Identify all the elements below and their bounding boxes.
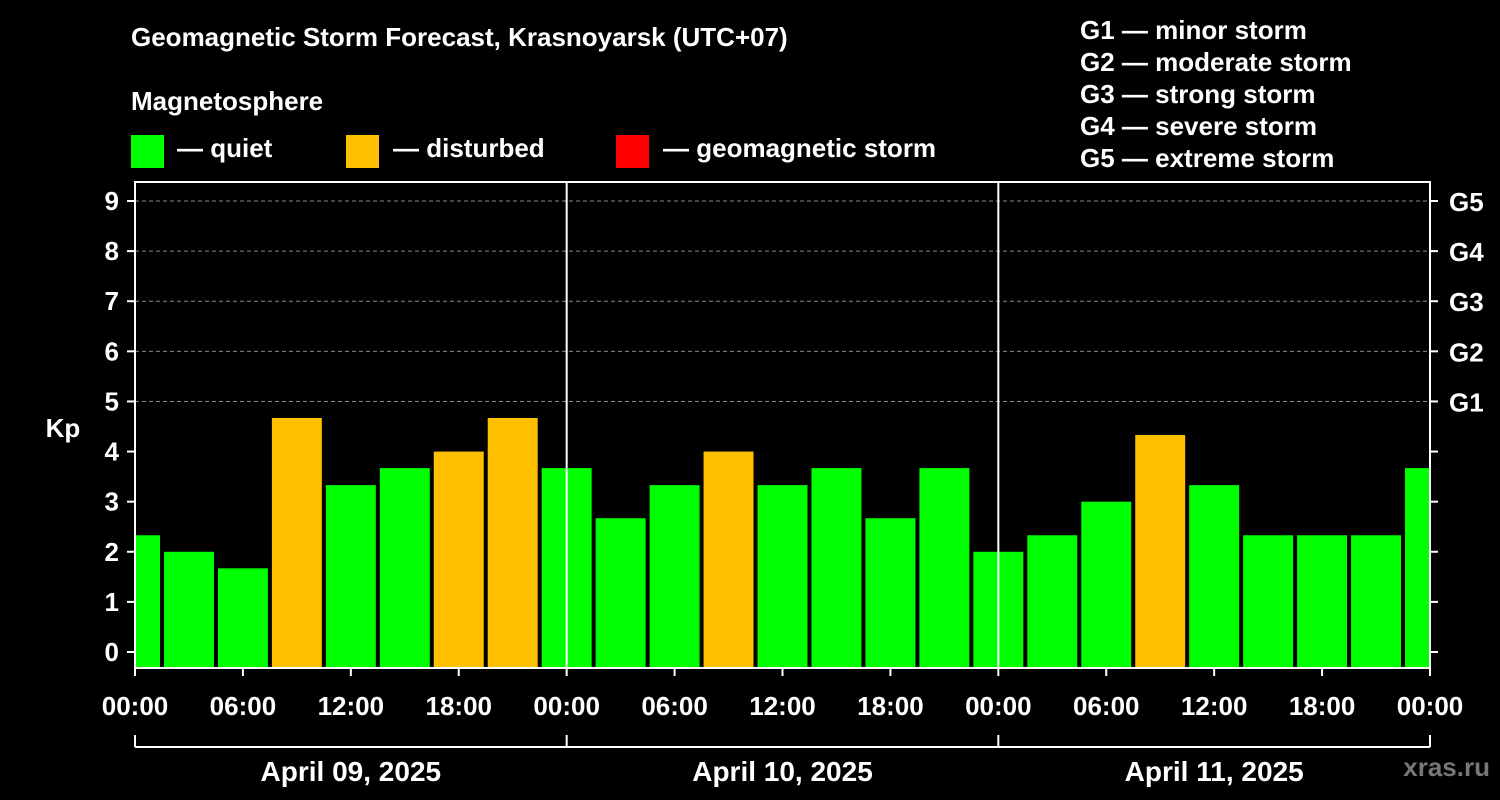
kp-bar (325, 485, 376, 668)
day-label: April 10, 2025 (692, 756, 873, 787)
g-scale-item: G2 — moderate storm (1080, 47, 1352, 77)
quiet-label: — quiet (177, 133, 273, 163)
g-scale-item: G1 — minor storm (1080, 15, 1307, 45)
kp-bar (1135, 435, 1186, 668)
x-tick-label: 00:00 (1397, 691, 1464, 721)
g-level-label: G1 (1449, 387, 1484, 417)
x-tick-label: 00:00 (533, 691, 600, 721)
disturbed-label: — disturbed (393, 133, 545, 163)
kp-bar (1297, 535, 1348, 668)
g-level-label: G4 (1449, 237, 1484, 267)
kp-bar (1243, 535, 1294, 668)
g-scale-item: G4 — severe storm (1080, 111, 1318, 141)
day-label: April 11, 2025 (1125, 756, 1304, 787)
storm-label: — geomagnetic storm (663, 133, 937, 163)
kp-bar (919, 468, 970, 668)
g-level-label: G2 (1449, 337, 1484, 367)
kp-bar (649, 485, 700, 668)
disturbed-swatch (346, 135, 379, 168)
x-tick-label: 18:00 (857, 691, 924, 721)
x-tick-label: 12:00 (1181, 691, 1248, 721)
kp-bar (136, 535, 160, 668)
kp-bar (595, 518, 646, 668)
kp-bar (1081, 501, 1132, 668)
y-tick-label: 6 (105, 336, 119, 366)
kp-bar (217, 568, 268, 668)
kp-bar (163, 551, 214, 668)
y-tick-label: 3 (105, 487, 119, 517)
kp-bar (1351, 535, 1402, 668)
y-tick-label: 2 (105, 537, 119, 567)
y-tick-label: 8 (105, 236, 119, 266)
quiet-swatch (131, 135, 164, 168)
x-tick-label: 00:00 (102, 691, 169, 721)
x-tick-label: 06:00 (641, 691, 708, 721)
kp-bar (433, 451, 484, 668)
kp-bar (1405, 468, 1429, 668)
x-tick-label: 00:00 (965, 691, 1032, 721)
kp-bar (379, 468, 430, 668)
watermark: xras.ru (1403, 752, 1490, 782)
kp-bar (1027, 535, 1078, 668)
g-scale-legend: G1 — minor storm G2 — moderate storm G3 … (1080, 14, 1352, 174)
x-tick-label: 12:00 (749, 691, 816, 721)
kp-bar (865, 518, 916, 668)
x-tick-label: 12:00 (318, 691, 385, 721)
day-label: April 09, 2025 (261, 756, 442, 787)
y-tick-label: 9 (105, 186, 119, 216)
g-scale-item: G3 — strong storm (1080, 79, 1316, 109)
kp-bar (1189, 485, 1240, 668)
x-tick-label: 06:00 (1073, 691, 1140, 721)
y-tick-label: 0 (105, 637, 119, 667)
legend-heading: Magnetosphere (131, 86, 324, 116)
y-axis-label: Kp (46, 413, 81, 443)
kp-bar (703, 451, 754, 668)
kp-bar (487, 417, 538, 668)
y-tick-label: 7 (105, 286, 119, 316)
g-level-label: G3 (1449, 287, 1484, 317)
y-tick-label: 5 (105, 386, 119, 416)
kp-bar (271, 417, 322, 668)
kp-bar (811, 468, 862, 668)
kp-bar (757, 485, 808, 668)
g-scale-item: G5 — extreme storm (1080, 143, 1335, 173)
x-tick-label: 18:00 (426, 691, 493, 721)
x-tick-label: 18:00 (1289, 691, 1356, 721)
g-level-label: G5 (1449, 187, 1484, 217)
x-tick-label: 06:00 (210, 691, 277, 721)
y-tick-label: 4 (105, 437, 120, 467)
storm-swatch (616, 135, 649, 168)
chart-title: Geomagnetic Storm Forecast, Krasnoyarsk … (131, 22, 788, 52)
y-tick-label: 1 (105, 587, 119, 617)
